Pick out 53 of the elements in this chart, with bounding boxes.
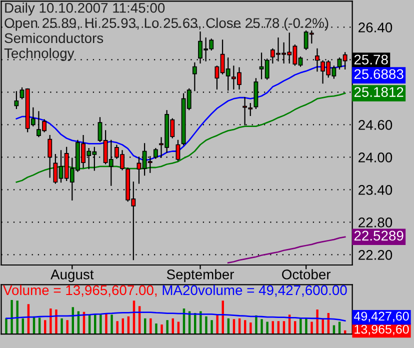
bar: [250, 322, 252, 334]
bar: [255, 315, 258, 334]
x-tick-label: September: [166, 269, 234, 282]
data-label: 22.5289: [354, 230, 404, 241]
annotation: 25.78: [354, 54, 388, 65]
bar: [310, 322, 313, 334]
y-tick-label: 23.40: [358, 185, 392, 195]
y-tick-label: 22.20: [358, 250, 392, 260]
bar: [166, 320, 168, 334]
bar: [100, 314, 102, 334]
bar: [260, 319, 263, 334]
text: 13,965,60: [354, 324, 409, 336]
bar: [305, 318, 308, 334]
candlestick: [192, 62, 197, 92]
bar: [300, 318, 302, 334]
candlestick: [176, 140, 180, 162]
bar: [55, 310, 58, 334]
x-tick-label: October: [282, 269, 331, 280]
y-tick-label: 24.00: [358, 152, 392, 162]
bar: [16, 300, 18, 334]
text: Open 25.89, Hi 25.93, Lo 25.63, Close 25.78 (-0.2%): [4, 18, 328, 31]
bar: [10, 300, 13, 334]
annotation: Semiconductors: [4, 32, 104, 44]
bar: [66, 320, 68, 334]
data-label: 25.1812: [354, 87, 404, 97]
bar: [5, 318, 8, 334]
y-tick-label: 24.60: [358, 120, 392, 130]
y-tick-label: 22.80: [358, 218, 392, 228]
bar: [200, 311, 202, 334]
candlestick: [153, 148, 158, 159]
line-series: [16, 92, 346, 183]
series-label: MA20volume = 49,427,600.00: [162, 284, 347, 297]
x-tick-label: August: [50, 270, 94, 282]
bar: [155, 324, 158, 334]
y-tick-label: 26.40: [358, 22, 392, 32]
bar: [205, 316, 208, 334]
text: 49,427,60: [354, 312, 409, 322]
bar: [150, 318, 152, 334]
bar: [50, 308, 52, 334]
chart-title: Daily 10.10.2007 11:45:00: [5, 2, 165, 16]
bar: [160, 324, 163, 334]
bar: [216, 314, 218, 334]
data-label: 25.6883: [354, 69, 404, 80]
bar: [266, 322, 268, 334]
bar: [316, 310, 318, 334]
bar: [60, 318, 63, 334]
bar: [110, 314, 113, 334]
bar: [116, 321, 118, 334]
bar: [105, 312, 108, 334]
line-series: [227, 236, 346, 264]
series-label: Volume = 13,965,607.00,: [3, 284, 157, 297]
bar: [210, 320, 213, 334]
annotation: Technology: [4, 48, 74, 61]
